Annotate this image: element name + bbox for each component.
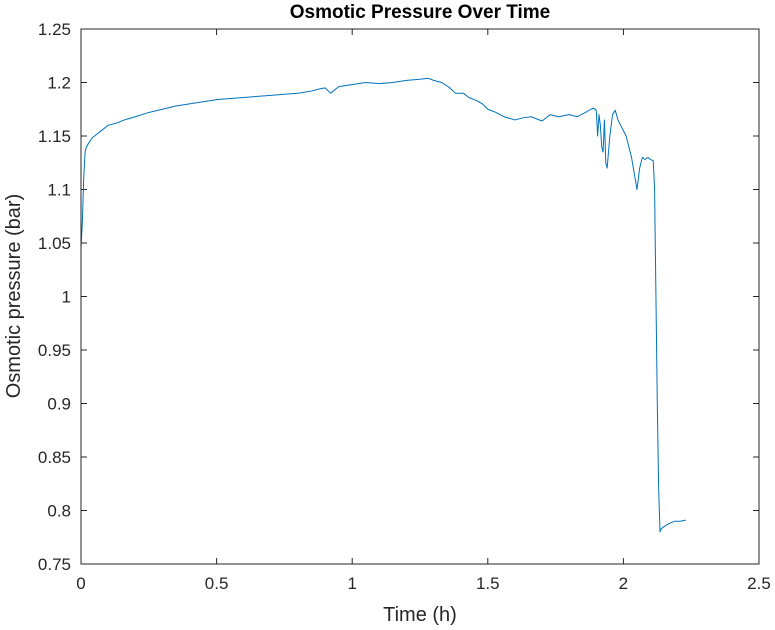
- y-tick-label: 0.75: [38, 555, 71, 574]
- y-tick-label: 1: [62, 288, 71, 307]
- y-tick-label: 0.8: [47, 502, 71, 521]
- y-axis-label: Osmotic pressure (bar): [3, 194, 25, 399]
- y-tick-label: 1.1: [47, 181, 71, 200]
- axis-ticks: 0 0.5 1 1.5 2 2.5 0.75 0.8 0.85 0.9 0.95 1 1.05 1.1 1.…: [38, 20, 771, 593]
- y-tick-label: 0.85: [38, 448, 71, 467]
- x-tick-label: 2.5: [747, 574, 771, 593]
- x-tick-label: 2: [619, 574, 628, 593]
- chart-title: Osmotic Pressure Over Time: [290, 2, 551, 23]
- y-tick-label: 0.95: [38, 341, 71, 360]
- y-tick-label: 1.25: [38, 20, 71, 39]
- plot-background: [81, 29, 759, 564]
- x-tick-label: 1: [347, 574, 356, 593]
- plot-box: [80, 28, 760, 565]
- x-tick-label: 1.5: [476, 574, 500, 593]
- y-tick-label: 1.15: [38, 127, 71, 146]
- y-tick-label: 0.9: [47, 395, 71, 414]
- x-tick-label: 0: [76, 574, 85, 593]
- y-tick-label: 1.05: [38, 234, 71, 253]
- x-axis-label: Time (h): [383, 604, 457, 626]
- y-tick-label: 1.2: [47, 74, 71, 93]
- x-tick-label: 0.5: [205, 574, 229, 593]
- pressure-series-line: [80, 77, 686, 533]
